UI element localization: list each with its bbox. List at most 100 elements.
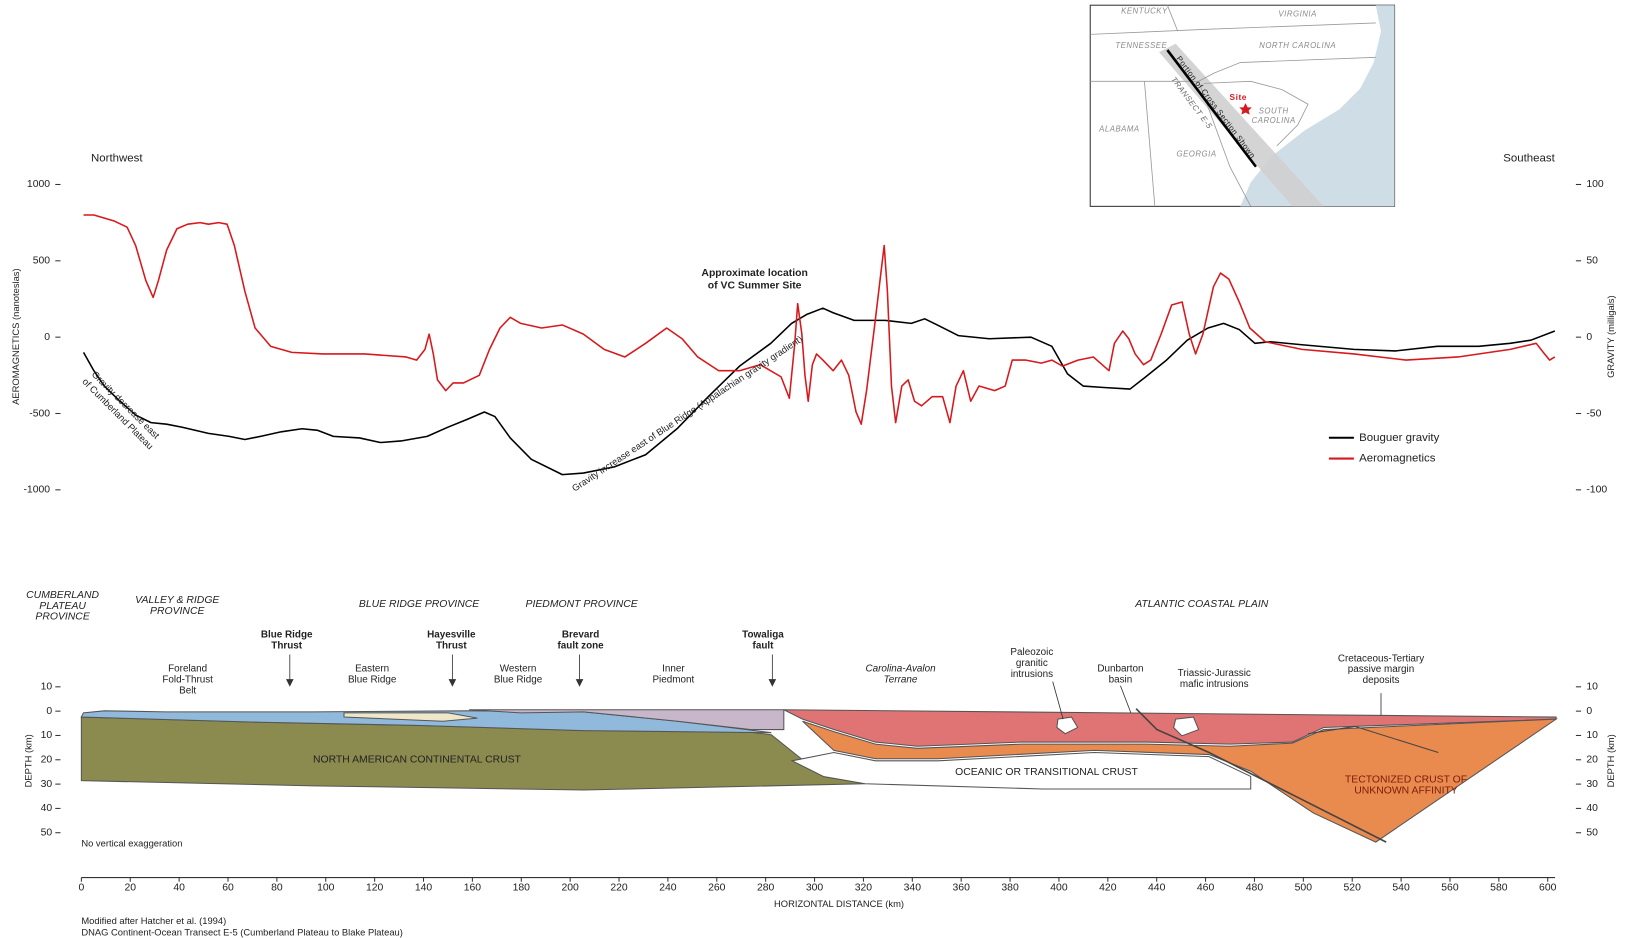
depth-tick-label: 10 bbox=[1586, 730, 1598, 741]
province-label: PIEDMONT PROVINCE bbox=[526, 599, 639, 610]
gravity-annotation: Gravity decrease east bbox=[90, 369, 162, 441]
y-tick-label: -1000 bbox=[23, 485, 50, 496]
x-tick-label: 600 bbox=[1539, 883, 1557, 894]
x-tick-label: 120 bbox=[366, 883, 384, 894]
province-label: BLUE RIDGE PROVINCE bbox=[359, 599, 480, 610]
granitic-intrusion bbox=[1056, 716, 1079, 735]
series-line bbox=[82, 307, 1556, 476]
x-tick-label: 140 bbox=[415, 883, 433, 894]
depth-tick-label: 10 bbox=[41, 682, 53, 693]
unit-label: OCEANIC OR TRANSITIONAL CRUST bbox=[955, 767, 1138, 778]
x-tick-label: 80 bbox=[271, 883, 283, 894]
depth-tick-label: 30 bbox=[1586, 779, 1598, 790]
structure-label: Blue Ridge bbox=[261, 629, 313, 640]
structure-label: Thrust bbox=[436, 640, 467, 651]
state-label: VIRGINIA bbox=[1278, 10, 1316, 19]
x-tick-label: 440 bbox=[1148, 883, 1166, 894]
x-tick-label: 380 bbox=[1001, 883, 1019, 894]
state-label: ALABAMA bbox=[1098, 124, 1139, 133]
structure-label: Eastern bbox=[355, 664, 389, 675]
y2-tick-label: 100 bbox=[1586, 179, 1604, 190]
x-tick-label: 300 bbox=[806, 883, 824, 894]
x-tick-label: 520 bbox=[1344, 883, 1362, 894]
y-tick-label: 1000 bbox=[27, 179, 50, 190]
x-tick-label: 220 bbox=[610, 883, 628, 894]
x-tick-label: 340 bbox=[904, 883, 922, 894]
depth-tick-label: 50 bbox=[41, 827, 53, 838]
y2-axis-label: GRAVITY (milligals) bbox=[1606, 295, 1616, 377]
unit-label: NORTH AMERICAN CONTINENTAL CRUST bbox=[313, 755, 522, 766]
footer-note: Modified after Hatcher et al. (1994) bbox=[81, 916, 226, 926]
x-tick-label: 200 bbox=[561, 883, 579, 894]
transect-line bbox=[1166, 49, 1257, 168]
state-lines bbox=[1090, 5, 1376, 207]
y-axis-label: AEROMAGNETICS (nanoteslas) bbox=[11, 268, 21, 405]
y-tick-label: 0 bbox=[44, 332, 50, 343]
depth-tick-label: 30 bbox=[41, 779, 53, 790]
state-label: GEORGIA bbox=[1177, 149, 1217, 158]
x-tick-label: 160 bbox=[464, 883, 482, 894]
x-tick-label: 40 bbox=[173, 883, 185, 894]
structure-label: Dunbarton bbox=[1097, 664, 1143, 675]
y-tick-label: -500 bbox=[29, 408, 50, 419]
depth-tick-label: 50 bbox=[1586, 827, 1598, 838]
legend-label: Bouguer gravity bbox=[1359, 432, 1439, 444]
x-tick-label: 460 bbox=[1197, 883, 1215, 894]
state-label: TENNESSEE bbox=[1115, 41, 1167, 50]
structure-label: Terrane bbox=[884, 675, 918, 686]
eastern-blue-ridge bbox=[343, 712, 478, 722]
y-tick-label: 500 bbox=[33, 256, 51, 267]
direction-label: Southeast bbox=[1503, 152, 1555, 164]
structure-label: deposits bbox=[1363, 675, 1400, 686]
y2-tick-label: 0 bbox=[1586, 332, 1592, 343]
x-tick-label: 500 bbox=[1295, 883, 1313, 894]
province-label: PLATEAU bbox=[39, 601, 86, 612]
depth-tick-label: 10 bbox=[41, 730, 53, 741]
structure-label: Belt bbox=[179, 686, 196, 697]
x-tick-label: 240 bbox=[659, 883, 677, 894]
structure-label: Hayesville bbox=[427, 629, 476, 640]
site-star bbox=[1239, 103, 1252, 115]
site-annotation: Approximate location bbox=[701, 268, 807, 279]
structure-label: Brevard bbox=[562, 629, 599, 640]
depth-tick-label: 20 bbox=[1586, 755, 1598, 766]
structure-label: Inner bbox=[662, 664, 685, 675]
x-tick-label: 580 bbox=[1490, 883, 1508, 894]
structure-label: Piedmont bbox=[652, 675, 694, 686]
unit-label: UNKNOWN AFFINITY bbox=[1354, 785, 1458, 796]
site-label: Site bbox=[1230, 92, 1247, 102]
x-tick-label: 480 bbox=[1246, 883, 1264, 894]
state-label: SOUTH bbox=[1259, 107, 1289, 116]
structure-label: basin bbox=[1109, 675, 1133, 686]
structure-label: Blue Ridge bbox=[348, 675, 397, 686]
x-tick-label: 180 bbox=[513, 883, 531, 894]
structure-label: granitic bbox=[1016, 658, 1048, 669]
structure-label: Foreland bbox=[168, 664, 207, 675]
tectonized-crust bbox=[802, 718, 1558, 843]
x-tick-label: 100 bbox=[317, 883, 335, 894]
oceanic-crust bbox=[790, 751, 1252, 790]
structure-label: intrusions bbox=[1011, 669, 1053, 680]
x-tick-label: 560 bbox=[1441, 883, 1459, 894]
ocean bbox=[1240, 5, 1395, 207]
pointer-arrows bbox=[286, 654, 1382, 720]
fault bbox=[1307, 725, 1439, 753]
depth-tick-label: 0 bbox=[1586, 706, 1592, 717]
state-label: CAROLINA bbox=[1252, 116, 1296, 125]
province-label: VALLEY & RIDGE bbox=[135, 595, 220, 606]
structure-label: Carolina-Avalon bbox=[865, 664, 936, 675]
site-annotation: of VC Summer Site bbox=[708, 280, 802, 291]
x-tick-label: 280 bbox=[757, 883, 775, 894]
y2-tick-label: -50 bbox=[1586, 408, 1601, 419]
structure-label: fault bbox=[753, 640, 775, 651]
depth-tick-label: 10 bbox=[1586, 682, 1598, 693]
direction-label: Northwest bbox=[91, 152, 143, 164]
structure-label: Triassic-Jurassic bbox=[1178, 668, 1251, 679]
province-label: PROVINCE bbox=[150, 606, 205, 617]
series-line bbox=[83, 214, 1556, 425]
province-label: ATLANTIC COASTAL PLAIN bbox=[1134, 599, 1268, 610]
gravity-annotation: of Cumberland Plateau bbox=[80, 377, 155, 452]
note: No vertical exaggeration bbox=[81, 839, 182, 849]
